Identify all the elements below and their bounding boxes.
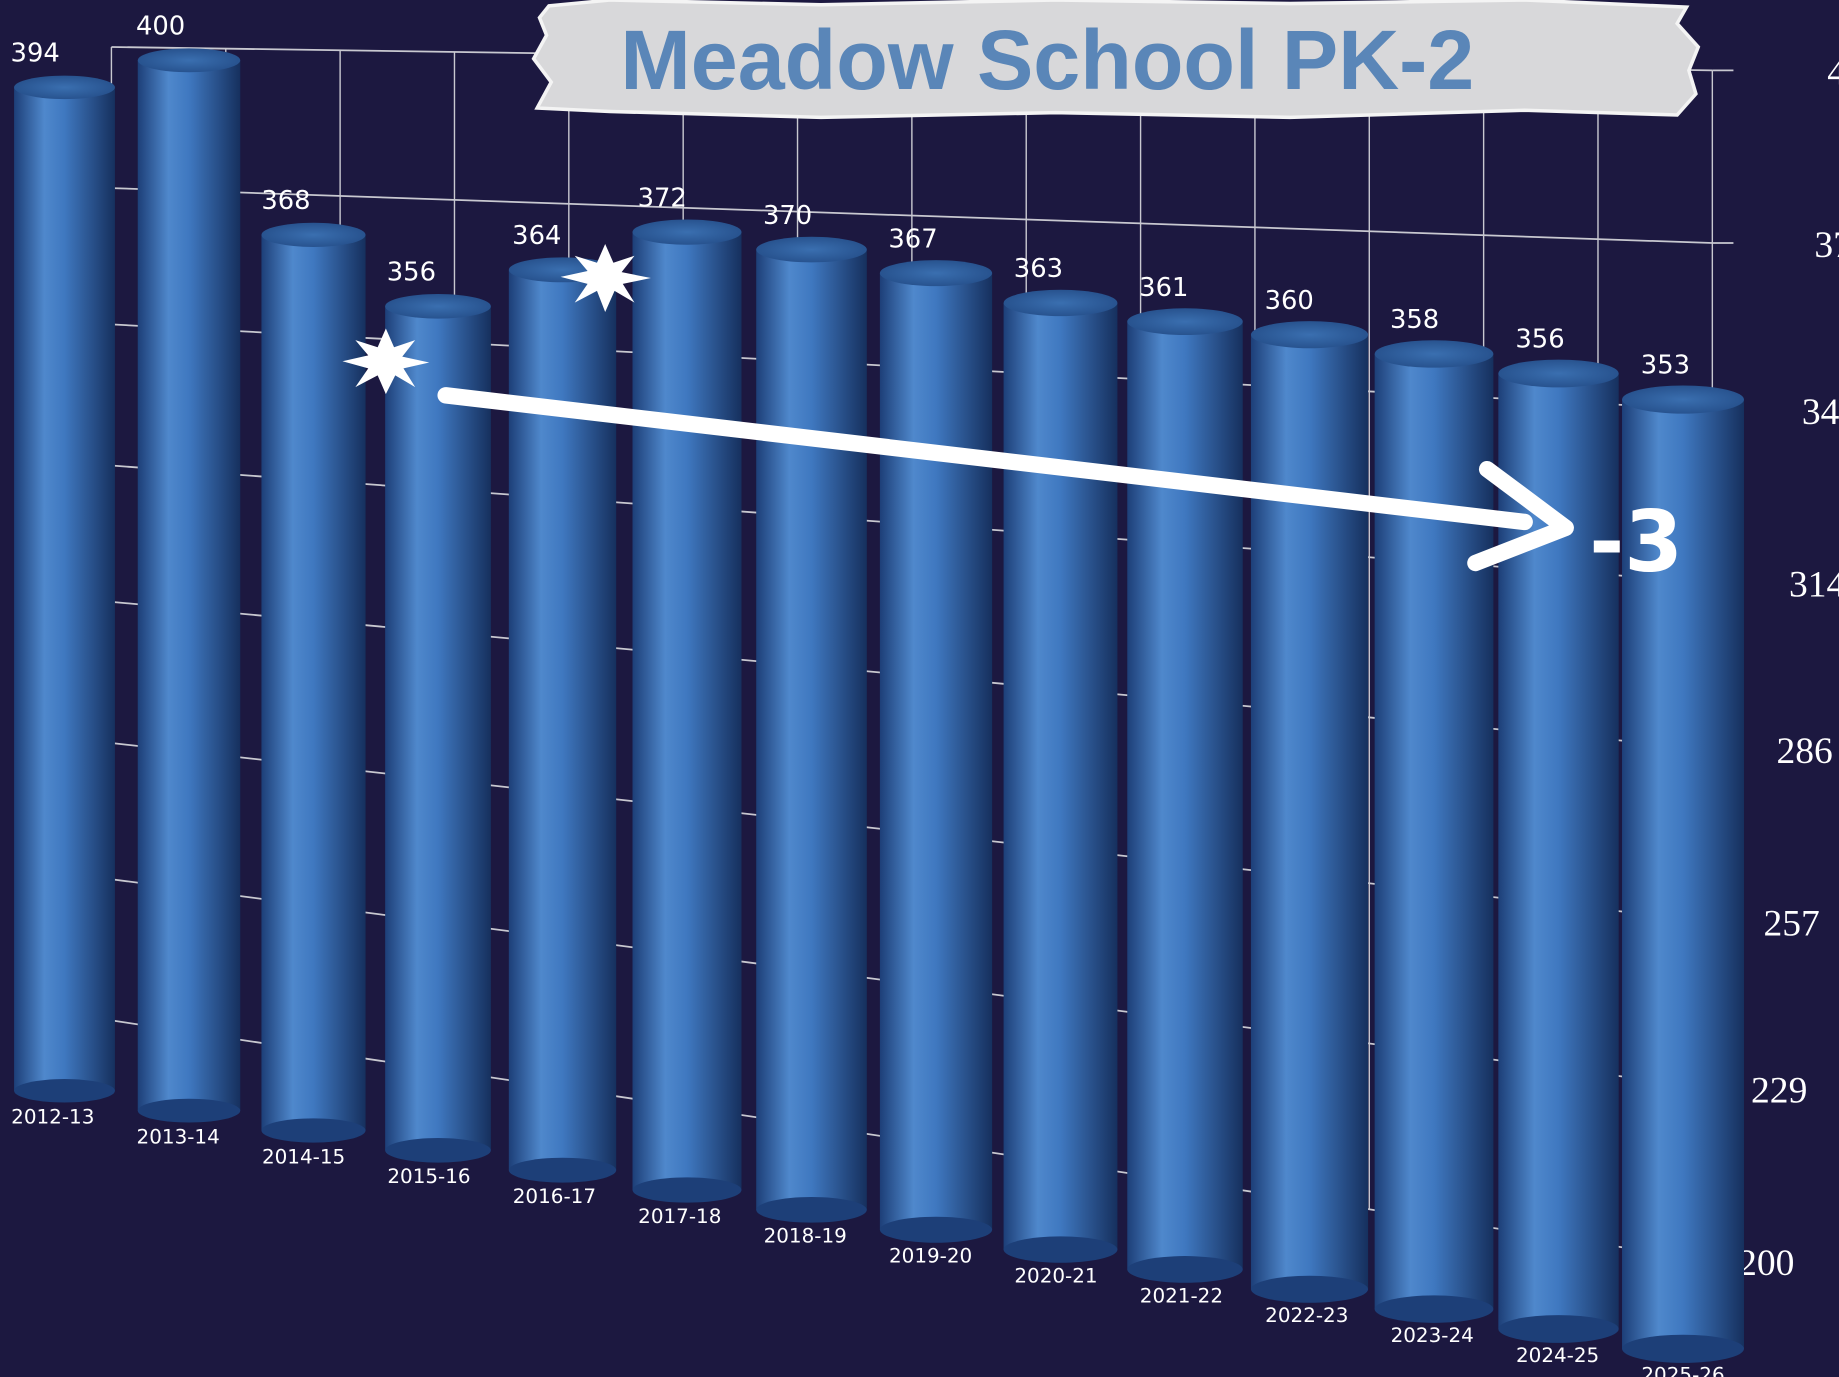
- bar-bottom: [385, 1138, 491, 1163]
- y-tick-label: 343: [1802, 392, 1839, 433]
- bar: [385, 306, 491, 1150]
- bar-top: [261, 223, 365, 247]
- bar-bottom: [880, 1217, 992, 1243]
- value-label: 360: [1265, 286, 1314, 316]
- bar-bottom: [1622, 1335, 1744, 1363]
- bar-top: [1375, 340, 1494, 367]
- bar: [880, 273, 992, 1230]
- bar-bottom: [138, 1099, 240, 1123]
- bar: [14, 87, 115, 1090]
- x-tick-label: 2021-22: [1140, 1284, 1223, 1307]
- y-tick-label: 229: [1751, 1070, 1807, 1111]
- chart-title: Meadow School PK-2: [620, 13, 1474, 107]
- x-tick-label: 2023-24: [1391, 1324, 1474, 1347]
- bar-top: [1127, 308, 1242, 335]
- bar-top: [756, 237, 867, 263]
- bar-bottom: [633, 1177, 742, 1202]
- bar-bottom: [1375, 1295, 1494, 1322]
- x-tick-label: 2024-25: [1516, 1344, 1599, 1367]
- bar: [138, 60, 240, 1110]
- bar: [1004, 303, 1118, 1250]
- value-label: 356: [387, 258, 436, 288]
- bar-top: [1251, 321, 1368, 348]
- value-label: 367: [888, 224, 937, 254]
- x-tick-label: 2012-13: [11, 1106, 94, 1129]
- bar-top: [385, 294, 491, 319]
- annotation: -3: [1589, 493, 1683, 591]
- x-tick-label: 2014-15: [262, 1145, 345, 1168]
- value-label: 353: [1641, 351, 1690, 381]
- page: 200 229 257 286 314 343 371 400 394 2012-13 400 20…: [0, 0, 1839, 1377]
- bar-bottom: [261, 1118, 365, 1142]
- bar-bottom: [1498, 1315, 1618, 1343]
- y-tick-label: 200: [1738, 1243, 1794, 1284]
- x-tick-label: 2015-16: [387, 1165, 470, 1188]
- value-label: 356: [1515, 325, 1564, 355]
- bar-bottom: [509, 1158, 616, 1183]
- x-tick-label: 2020-21: [1014, 1264, 1097, 1287]
- bar: [756, 250, 867, 1210]
- x-tick-label: 2025-26: [1641, 1364, 1724, 1377]
- bar-top: [633, 219, 742, 244]
- value-label: 361: [1139, 273, 1188, 303]
- y-tick-label: 371: [1814, 225, 1839, 266]
- bar-top: [1498, 360, 1618, 388]
- x-tick-label: 2013-14: [137, 1125, 220, 1148]
- value-label: 364: [512, 221, 561, 251]
- bar-top: [880, 260, 992, 286]
- bar-top: [1622, 385, 1744, 413]
- bar-bottom: [1127, 1256, 1242, 1283]
- y-tick-label: 400: [1827, 52, 1839, 93]
- x-tick-label: 2022-23: [1265, 1304, 1348, 1327]
- bar-bottom: [1004, 1236, 1118, 1262]
- x-tick-label: 2018-19: [764, 1225, 847, 1248]
- value-label: 372: [638, 183, 687, 213]
- value-label: 358: [1390, 305, 1439, 335]
- value-label: 394: [11, 39, 60, 69]
- x-tick-label: 2017-18: [638, 1205, 721, 1228]
- bar: [1251, 335, 1368, 1290]
- value-label: 400: [136, 12, 185, 42]
- bar-top: [1004, 290, 1118, 316]
- bar: [633, 232, 742, 1190]
- bar-top: [14, 76, 115, 99]
- bar-top: [138, 48, 240, 72]
- y-tick-label: 314: [1789, 564, 1839, 605]
- y-tick-label: 286: [1776, 731, 1832, 772]
- bar: [1375, 354, 1494, 1309]
- value-label: 370: [763, 201, 812, 231]
- bar-bottom: [756, 1197, 867, 1223]
- bar: [261, 235, 365, 1131]
- value-label: 363: [1014, 254, 1063, 284]
- x-tick-label: 2016-17: [513, 1185, 596, 1208]
- bar: [1127, 322, 1242, 1270]
- value-label: 368: [261, 186, 310, 216]
- bar-bottom: [1251, 1276, 1368, 1303]
- x-tick-label: 2019-20: [889, 1245, 972, 1268]
- bar-bottom: [14, 1079, 115, 1102]
- chart: 200 229 257 286 314 343 371 400 394 2012-13 400 20…: [0, 0, 1839, 1377]
- y-tick-label: 257: [1764, 904, 1820, 945]
